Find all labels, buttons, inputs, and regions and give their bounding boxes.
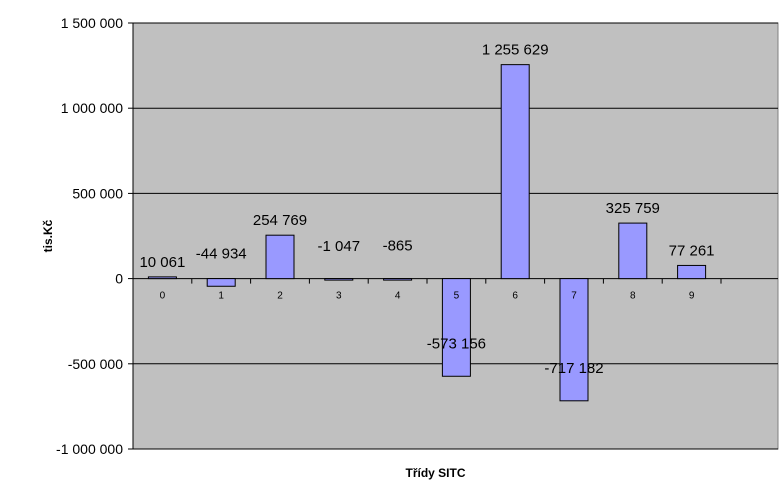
bar-1 xyxy=(206,278,236,287)
y-axis-title: tis.Kč xyxy=(41,219,55,252)
x-tick-label: 8 xyxy=(630,291,636,302)
x-tick-label: 4 xyxy=(395,291,401,302)
x-tick-label: 6 xyxy=(512,291,518,302)
x-axis-ticks: 0 1 2 3 4 5 6 7 8 9 xyxy=(160,278,722,302)
data-label-2: 254 769 xyxy=(253,212,307,229)
x-tick-label: 7 xyxy=(571,291,577,302)
bar-7 xyxy=(559,278,589,402)
data-label-1: -44 934 xyxy=(196,245,247,262)
y-tick-label: 500 000 xyxy=(72,185,123,201)
y-axis-ticks: 1 500 000 1 000 000 500 000 0 -500 000 -1 000… xyxy=(56,15,134,457)
x-tick-label: 3 xyxy=(336,291,342,302)
x-tick-label: 1 xyxy=(218,291,224,302)
bar-2 xyxy=(265,234,295,280)
y-tick-label: 1 000 000 xyxy=(61,100,123,116)
x-tick-label: 2 xyxy=(277,291,283,302)
bar-4 xyxy=(383,278,413,281)
x-axis-title: Třídy SITC xyxy=(405,466,465,480)
bar-9 xyxy=(677,264,707,280)
plot-area xyxy=(132,22,779,450)
bar-3 xyxy=(324,278,354,281)
bar-6 xyxy=(500,64,530,280)
data-label-0: 10 061 xyxy=(139,254,185,271)
data-label-3: -1 047 xyxy=(318,238,361,255)
bar-8 xyxy=(618,222,648,280)
y-tick-label: 1 500 000 xyxy=(61,15,123,31)
gridlines xyxy=(133,22,778,450)
data-label-7: -717 182 xyxy=(544,360,603,377)
x-tick-label: 9 xyxy=(689,291,695,302)
data-label-5: -573 156 xyxy=(427,335,486,352)
data-label-4: -865 xyxy=(383,238,413,255)
bar-0 xyxy=(147,276,177,280)
x-tick-label: 0 xyxy=(160,291,166,302)
y-tick-label: 0 xyxy=(115,271,123,287)
data-label-9: 77 261 xyxy=(669,242,715,259)
data-label-6: 1 255 629 xyxy=(482,42,549,59)
x-tick-label: 5 xyxy=(454,291,460,302)
data-label-8: 325 759 xyxy=(606,200,660,217)
y-tick-label: -1 000 000 xyxy=(56,441,123,457)
bars xyxy=(147,64,707,402)
y-tick-label: -500 000 xyxy=(68,356,123,372)
bar-5 xyxy=(441,278,471,377)
